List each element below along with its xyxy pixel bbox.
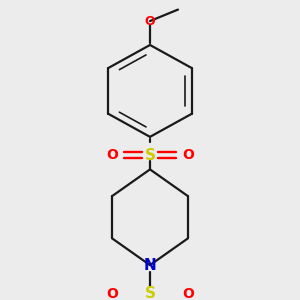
Text: O: O [145, 15, 155, 28]
Text: N: N [144, 258, 156, 273]
Text: S: S [145, 148, 155, 163]
Text: O: O [182, 287, 194, 300]
Text: S: S [145, 286, 155, 300]
Text: O: O [106, 287, 118, 300]
Text: O: O [182, 148, 194, 162]
Text: O: O [106, 148, 118, 162]
